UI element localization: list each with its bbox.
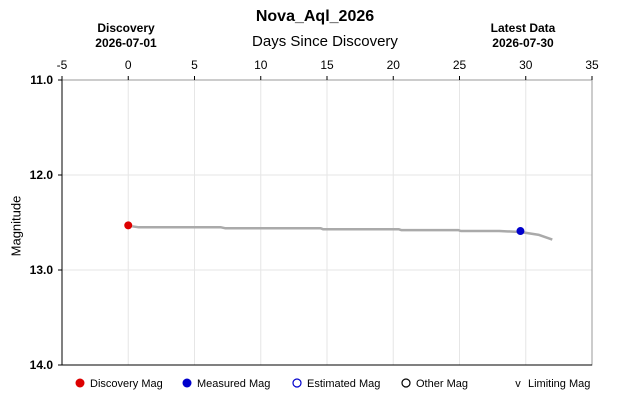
chart-title: Nova_Aql_2026 [255, 8, 375, 25]
legend-limiting-label: Limiting Mag [528, 378, 590, 390]
latest-data-info: Latest Data 2026-07-30 [473, 21, 573, 51]
latest-data-label: Latest Data [490, 21, 556, 35]
y-tick-label: 11.0 [30, 73, 53, 87]
legend-discovery-marker [75, 378, 85, 388]
legend-discovery-label: Discovery Mag [90, 378, 163, 390]
discovery-label: Discovery [97, 21, 155, 35]
x-tick-label: 0 [125, 58, 132, 72]
measured-point [516, 227, 525, 236]
legend-other-marker [401, 378, 411, 388]
legend-measured-label: Measured Mag [197, 378, 270, 390]
y-tick-label: 12.0 [30, 168, 54, 182]
x-tick-label: 10 [254, 58, 268, 72]
legend-other-label: Other Mag [416, 378, 468, 390]
x-tick-label: 15 [320, 58, 334, 72]
x-tick-label: 35 [585, 58, 599, 72]
latest-data-date: 2026-07-30 [492, 36, 554, 50]
x-tick-label: 20 [387, 58, 401, 72]
y-tick-label: 13.0 [30, 263, 54, 277]
x-tick-label: 25 [453, 58, 467, 72]
x-tick-label: 30 [519, 58, 533, 72]
light-curve-line [132, 225, 553, 241]
legend-estimated-marker [292, 378, 302, 388]
x-tick-label: -5 [57, 58, 68, 72]
discovery-date: 2026-07-01 [95, 36, 157, 50]
x-tick-label: 5 [191, 58, 198, 72]
x-axis-label: Days Since Discovery [252, 33, 398, 50]
y-tick-label: 14.0 [30, 358, 54, 372]
discovery-info: Discovery 2026-07-01 [76, 21, 176, 51]
legend-measured-marker [182, 378, 192, 388]
legend-estimated-label: Estimated Mag [307, 378, 380, 390]
legend-limiting-marker: v [515, 378, 521, 390]
discovery-point [124, 221, 133, 230]
